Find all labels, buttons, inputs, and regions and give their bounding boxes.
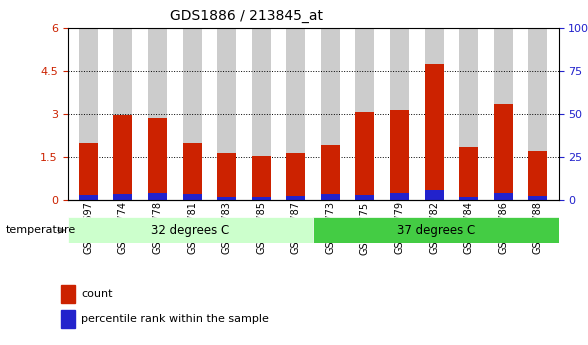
Bar [113,28,132,200]
Bar [113,115,132,200]
Bar [252,28,270,200]
Text: 37 degrees C: 37 degrees C [397,224,475,237]
Bar [313,217,559,243]
Text: percentile rank within the sample: percentile rank within the sample [81,314,269,324]
Bar [425,63,443,200]
Bar [459,147,478,200]
Bar [183,194,202,200]
Bar [217,197,236,200]
Bar [217,28,236,200]
Bar [321,194,340,200]
Text: count: count [81,289,113,299]
Bar [79,28,98,200]
Text: temperature: temperature [6,225,76,235]
Bar [425,28,443,200]
Bar [79,142,98,200]
Bar [68,217,313,243]
Bar [286,152,305,200]
Bar [494,193,513,200]
Bar [183,28,202,200]
Bar [459,197,478,200]
Text: GDS1886 / 213845_at: GDS1886 / 213845_at [171,9,323,23]
Bar [286,196,305,200]
Bar [425,190,443,200]
Bar [390,193,409,200]
Bar [356,28,375,200]
Bar [79,195,98,200]
Bar [356,112,375,200]
Bar [529,28,547,200]
Bar [286,28,305,200]
Bar [494,28,513,200]
Bar [529,196,547,200]
Bar [148,118,167,200]
Bar [459,28,478,200]
Bar [61,310,75,328]
Bar [252,156,270,200]
Bar [390,28,409,200]
Bar [321,146,340,200]
Bar [494,104,513,200]
Bar [390,110,409,200]
Bar [356,195,375,200]
Bar [148,193,167,200]
Bar [321,28,340,200]
Bar [61,285,75,303]
Text: 32 degrees C: 32 degrees C [151,224,229,237]
Bar [148,28,167,200]
Bar [113,194,132,200]
Bar [252,197,270,200]
Bar [183,142,202,200]
Bar [529,151,547,200]
Bar [217,152,236,200]
